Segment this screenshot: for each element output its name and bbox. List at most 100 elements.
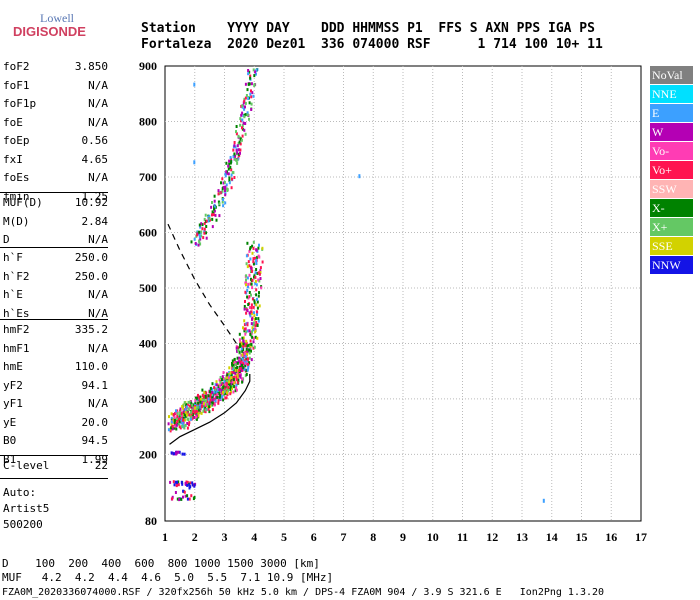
echo-point-f-region — [206, 397, 209, 401]
echo-point-f-region — [204, 394, 207, 398]
echo-point-f-region — [197, 412, 200, 416]
echo-point-f-region — [236, 373, 239, 377]
echo-point-oblique — [248, 82, 251, 86]
echo-point-f-region — [260, 286, 263, 290]
echo-point-f-region — [252, 240, 255, 244]
echo-point-oblique — [226, 187, 229, 191]
echo-point-f-region — [245, 373, 248, 376]
echo-point-oblique — [230, 168, 233, 172]
echo-point-f-region — [189, 417, 192, 421]
echo-point-f-region — [211, 382, 214, 386]
echo-point-f-region — [241, 380, 244, 384]
echo-point-f-region — [259, 277, 262, 280]
echo-point-f-region — [222, 398, 225, 402]
echo-point-f-region — [247, 260, 250, 264]
echo-point-oblique — [250, 89, 252, 93]
echo-point-f-region — [222, 377, 225, 381]
echo-point-f-region — [245, 281, 247, 285]
echo-point-oblique — [236, 151, 239, 155]
echo-point-oblique — [235, 148, 238, 152]
echo-point-oblique — [232, 154, 235, 158]
echo-point-f-region — [222, 371, 225, 375]
echo-point-f-region — [218, 384, 221, 388]
echo-point-f-region — [178, 417, 181, 421]
echo-point-f-region — [257, 317, 260, 321]
echo-point-oblique — [238, 140, 241, 144]
echo-point-f-region — [245, 278, 247, 282]
echo-point-f-region — [245, 327, 247, 331]
echo-point-f-region — [228, 383, 231, 386]
echo-point-f-region — [248, 291, 251, 294]
echo-point-f-region — [228, 371, 231, 374]
echo-point-f-region — [195, 415, 198, 419]
echo-point-f-region — [222, 385, 225, 389]
echo-point-oblique — [243, 99, 246, 103]
echo-point-f-region — [241, 377, 244, 381]
echo-point-f-region — [195, 404, 198, 408]
echo-point-f-region — [173, 426, 176, 430]
echo-point-f-region — [224, 383, 227, 387]
echo-point-f-region — [258, 279, 261, 283]
echo-point-f-region — [229, 376, 232, 380]
header-row-1: Station YYYY DAY DDD HHMMSS P1 FFS S AXN… — [141, 21, 595, 36]
param-row-d: D N/A — [3, 233, 108, 247]
echo-point-f-region — [170, 412, 173, 416]
echo-point-low — [175, 452, 178, 456]
echo-point-f-region — [191, 416, 194, 420]
param-row-hme: hmE 110.0 — [3, 360, 108, 374]
echo-point-oblique — [210, 205, 213, 209]
echo-point-f-region — [253, 314, 256, 318]
panel-separator — [0, 455, 108, 456]
echo-point-f-region — [229, 387, 232, 391]
echo-point-f-region — [181, 425, 184, 428]
echo-point-f-region — [204, 403, 207, 407]
echo-point-oblique — [250, 82, 253, 86]
echo-point-f-region — [255, 288, 258, 292]
param-key: foF1 — [3, 78, 30, 92]
echo-point-f-region — [251, 297, 254, 301]
param-row-h-f2: h`F2 250.0 — [3, 270, 108, 284]
echo-point-f-region — [186, 426, 189, 430]
echo-point-f-region — [241, 336, 244, 340]
panel-separator — [0, 319, 108, 320]
echo-point-es — [183, 490, 186, 494]
echo-point-oblique — [225, 183, 228, 187]
echo-point-f-region — [196, 405, 199, 409]
x-tick-label: 7 — [341, 530, 347, 544]
echo-point-oblique — [221, 189, 224, 193]
echo-point-isolated — [358, 174, 361, 179]
echo-point-f-region — [227, 389, 229, 393]
echo-point-f-region — [245, 347, 248, 351]
echo-point-f-region — [248, 273, 251, 277]
param-row-h-f: h`F 250.0 — [3, 251, 108, 265]
echo-point-oblique — [248, 117, 250, 121]
echo-point-f-region — [248, 249, 251, 253]
echo-point-f-region — [243, 307, 246, 311]
echo-point-f-region — [217, 399, 220, 403]
echo-point-f-region — [251, 278, 254, 282]
echo-point-f-region — [235, 375, 238, 379]
echo-point-es — [186, 494, 189, 498]
echo-point-oblique — [213, 207, 215, 211]
echo-point-oblique — [237, 152, 240, 156]
echo-point-f-region — [211, 401, 214, 405]
echo-point-f-region — [215, 396, 218, 400]
echo-point-f-region — [229, 371, 232, 375]
profile-dashed-line — [167, 223, 237, 344]
echo-point-f-region — [205, 391, 208, 395]
echo-point-f-region — [247, 357, 249, 361]
echo-point-f-region — [207, 405, 209, 409]
echo-point-oblique — [198, 240, 201, 244]
echo-point-f-region — [242, 366, 245, 370]
echo-point-f-region — [216, 387, 219, 391]
y-tick-label: 400 — [139, 336, 157, 350]
echo-point-isolated — [193, 82, 196, 87]
x-tick-label: 10 — [427, 530, 439, 544]
echo-point-f-region — [239, 341, 242, 345]
param-value: 94.1 — [81, 378, 109, 392]
echo-point-f-region — [226, 379, 229, 383]
param-row-h-e: h`E N/A — [3, 288, 108, 302]
echo-point-f-region — [209, 394, 212, 398]
echo-point-f-region — [242, 362, 244, 366]
echo-point-f-region — [170, 416, 173, 420]
